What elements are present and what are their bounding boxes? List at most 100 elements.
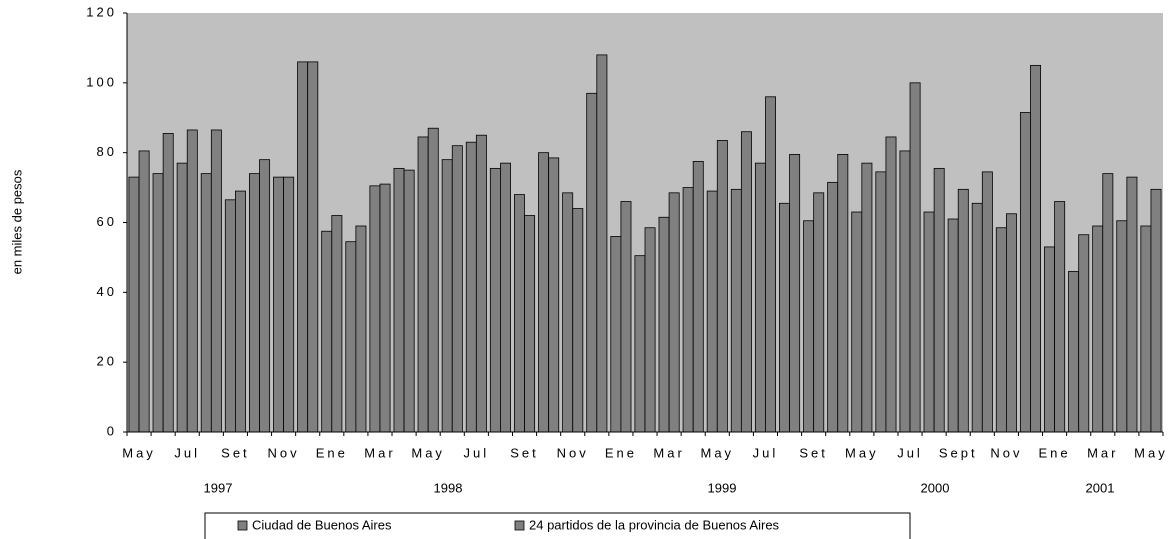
x-tick-label: Mar: [1087, 445, 1118, 460]
year-label: 1999: [708, 480, 737, 495]
bar: [273, 176, 285, 433]
bar: [224, 199, 236, 433]
x-tick-label: Ene: [316, 445, 348, 460]
bar: [514, 194, 525, 433]
bar: [200, 173, 212, 433]
bar: [899, 150, 911, 433]
year-label: 1997: [204, 480, 233, 495]
bar: [162, 133, 174, 433]
bar: [586, 92, 598, 433]
x-tick-label: Jul: [464, 445, 490, 460]
y-tick-label: 120: [86, 4, 117, 19]
x-tick-label: May: [1134, 445, 1168, 460]
x-tick-label: May: [845, 445, 879, 460]
bar: [152, 173, 164, 433]
bar: [297, 61, 309, 433]
y-tick-label: 80: [97, 144, 117, 159]
bar: [596, 54, 608, 433]
bar: [210, 129, 222, 433]
bar: [981, 171, 993, 433]
bar: [1005, 213, 1017, 433]
bar: [548, 157, 560, 433]
bar: [658, 216, 670, 433]
year-label: 1998: [434, 480, 463, 495]
x-tick-label: Mar: [653, 445, 684, 460]
bar: [1078, 234, 1090, 433]
x-tick-label: Ene: [605, 445, 637, 460]
bar: [331, 215, 343, 433]
bar: [692, 160, 704, 433]
x-tick-label: Set: [799, 445, 828, 460]
bar: [259, 159, 271, 433]
bar: [971, 202, 983, 433]
bar: [837, 154, 849, 433]
bar: [345, 241, 357, 433]
legend-label: 24 partidos de la provincia de Buenos Ai…: [529, 517, 780, 532]
bar: [933, 167, 945, 433]
bar: [620, 201, 632, 433]
bar: [1140, 225, 1152, 433]
bar: [885, 136, 897, 433]
x-tick-label: Jul: [174, 445, 200, 460]
bar: [1116, 220, 1128, 433]
x-tick-label: Set: [510, 445, 539, 460]
bar: [668, 192, 680, 433]
bar: [417, 136, 429, 433]
x-tick-label: Set: [221, 445, 250, 460]
bar: [803, 220, 815, 433]
bar: [1126, 176, 1138, 433]
bar: [1044, 246, 1055, 433]
y-tick-label: 20: [97, 354, 117, 369]
bar: [789, 154, 801, 433]
bar: [465, 141, 477, 433]
legend-label: Ciudad de Buenos Aires: [252, 517, 392, 532]
bar: [923, 211, 935, 433]
bar: [861, 162, 873, 433]
bar: [765, 96, 776, 433]
bar: [716, 140, 728, 433]
bar: [644, 227, 656, 433]
x-tick-label: May: [411, 445, 445, 460]
x-tick-label: Sept: [939, 445, 978, 460]
y-tick-label: 0: [107, 423, 117, 438]
bar: [369, 185, 381, 433]
legend-swatch: [237, 520, 248, 531]
bar: [427, 127, 439, 433]
bar: [248, 173, 260, 433]
bar: [1068, 270, 1080, 433]
bar: [1150, 188, 1162, 433]
bar: [538, 152, 550, 433]
y-tick-label: 60: [97, 214, 117, 229]
bar: [875, 171, 887, 433]
bar: [393, 167, 405, 433]
bar: [186, 129, 198, 433]
bar: [730, 188, 742, 433]
y-axis-label: en miles de pesos: [9, 169, 24, 274]
bar: [1102, 173, 1114, 433]
bar: [283, 176, 295, 433]
bar: [754, 162, 766, 433]
year-label: 2001: [1086, 480, 1115, 495]
bar: [1092, 225, 1104, 433]
y-tick-label: 100: [86, 74, 117, 89]
x-tick-label: May: [122, 445, 156, 460]
bar: [176, 162, 188, 433]
x-tick-label: Nov: [557, 445, 589, 460]
bar: [740, 131, 752, 433]
x-tick-label: May: [700, 445, 734, 460]
x-tick-label: Jul: [753, 445, 779, 460]
bar: [1054, 201, 1066, 433]
bar: [475, 134, 487, 433]
x-tick-label: Jul: [897, 445, 923, 460]
bar: [562, 192, 574, 433]
bar: [321, 230, 333, 433]
year-label: 2000: [921, 480, 950, 495]
bar: [500, 162, 511, 433]
bar: [307, 61, 319, 433]
bar: [355, 225, 367, 433]
legend-box: [204, 512, 911, 539]
bar: [489, 167, 501, 433]
bar: [634, 255, 646, 433]
x-tick-label: Ene: [1039, 445, 1071, 460]
